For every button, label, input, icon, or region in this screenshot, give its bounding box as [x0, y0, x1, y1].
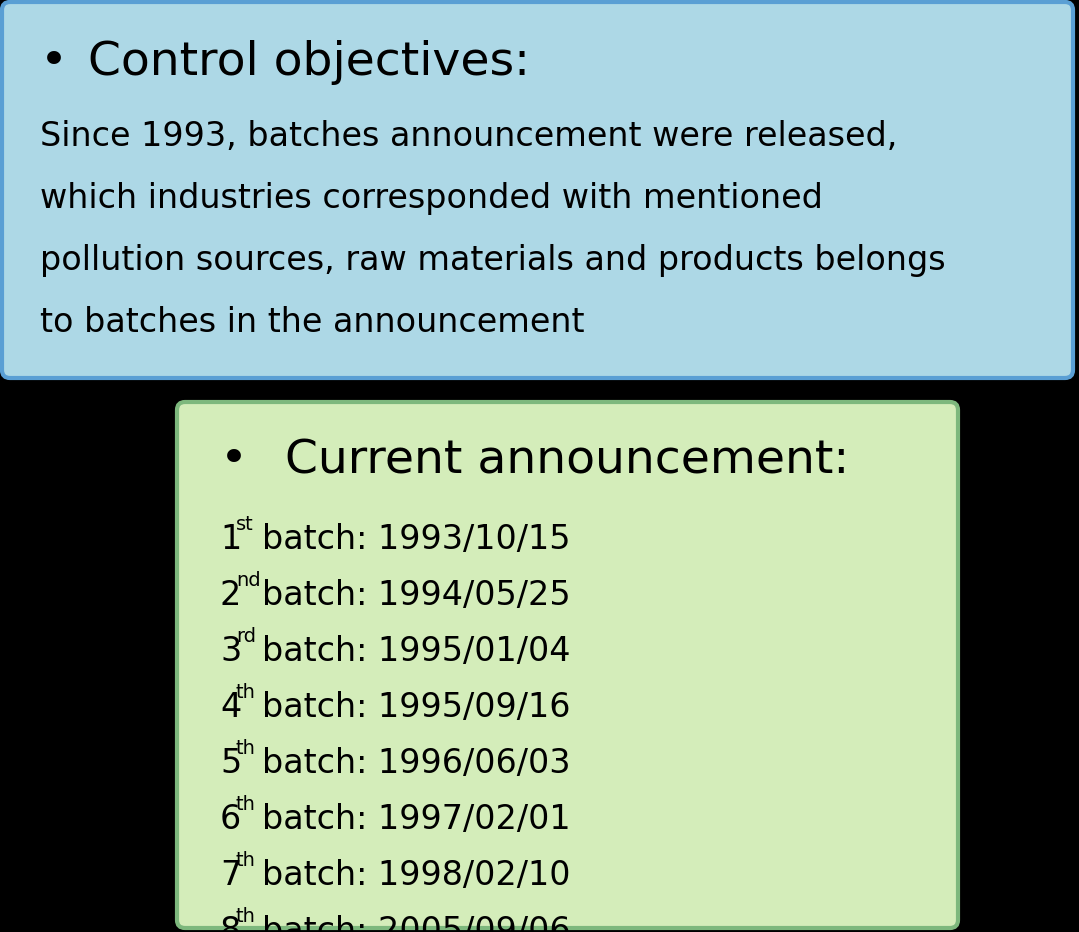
- Text: th: th: [236, 907, 256, 926]
- Text: batch: 1998/02/10: batch: 1998/02/10: [262, 859, 571, 892]
- Text: •: •: [220, 438, 248, 483]
- Text: which industries corresponded with mentioned: which industries corresponded with menti…: [40, 182, 823, 215]
- Text: st: st: [236, 515, 254, 534]
- Text: 8: 8: [220, 915, 241, 932]
- Text: batch: 1995/01/04: batch: 1995/01/04: [262, 635, 571, 668]
- Text: •: •: [40, 40, 68, 85]
- FancyBboxPatch shape: [2, 2, 1073, 378]
- Text: th: th: [236, 851, 256, 870]
- Text: nd: nd: [236, 571, 261, 590]
- Text: rd: rd: [236, 627, 256, 646]
- Text: pollution sources, raw materials and products belongs: pollution sources, raw materials and pro…: [40, 244, 945, 277]
- Text: 6: 6: [220, 803, 242, 836]
- Text: batch: 1996/06/03: batch: 1996/06/03: [262, 747, 571, 780]
- Text: th: th: [236, 795, 256, 814]
- Text: Since 1993, batches announcement were released,: Since 1993, batches announcement were re…: [40, 120, 898, 153]
- Text: batch: 1995/09/16: batch: 1995/09/16: [262, 691, 571, 724]
- Text: Current announcement:: Current announcement:: [285, 438, 849, 483]
- Text: Control objectives:: Control objectives:: [88, 40, 530, 85]
- FancyBboxPatch shape: [177, 402, 958, 928]
- Text: batch: 2005/09/06: batch: 2005/09/06: [262, 915, 571, 932]
- Text: 5: 5: [220, 747, 242, 780]
- Text: batch: 1994/05/25: batch: 1994/05/25: [262, 579, 571, 612]
- Text: 1: 1: [220, 523, 242, 556]
- Text: th: th: [236, 739, 256, 758]
- Text: 2: 2: [220, 579, 242, 612]
- Text: to batches in the announcement: to batches in the announcement: [40, 306, 585, 339]
- Text: 4: 4: [220, 691, 242, 724]
- Text: 7: 7: [220, 859, 242, 892]
- Text: 3: 3: [220, 635, 242, 668]
- Text: batch: 1993/10/15: batch: 1993/10/15: [262, 523, 571, 556]
- Text: th: th: [236, 683, 256, 702]
- Text: batch: 1997/02/01: batch: 1997/02/01: [262, 803, 571, 836]
